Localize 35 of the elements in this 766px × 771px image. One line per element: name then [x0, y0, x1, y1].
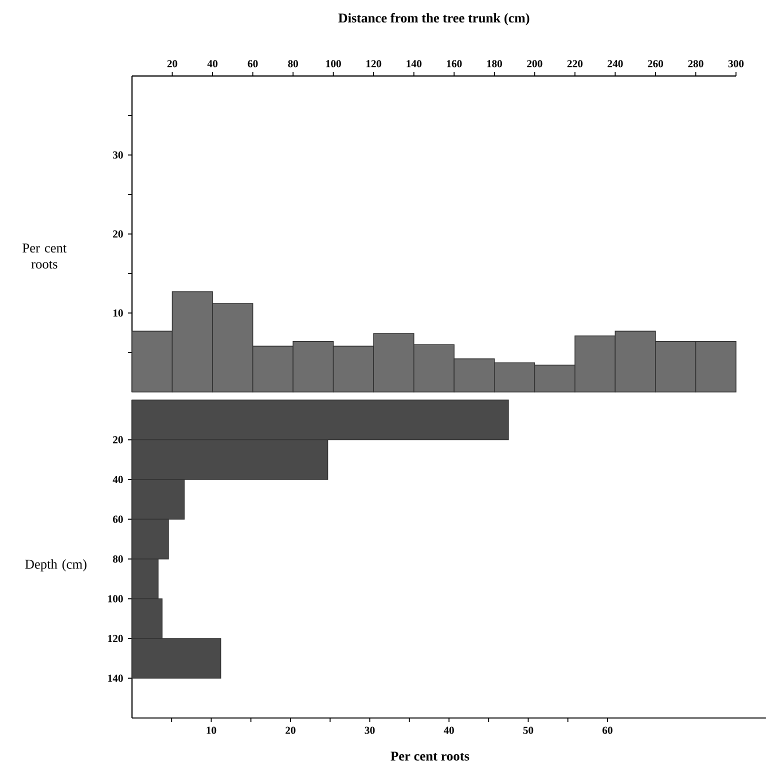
- y-tick-label: 120: [108, 634, 123, 642]
- x-tick-label: 20: [286, 726, 296, 734]
- y-tick-label: 10: [113, 309, 123, 317]
- y-tick-label: 100: [108, 595, 123, 602]
- x-tick-label: 180: [487, 60, 502, 68]
- x-tick-label: 260: [648, 60, 664, 68]
- x-tick-label: 220: [567, 60, 583, 68]
- y-axis-title: Depth (cm): [25, 559, 86, 572]
- x-tick-label: 160: [446, 60, 462, 68]
- y-axis-title: Per cent roots: [22, 244, 67, 269]
- x-tick-label: 120: [366, 60, 382, 68]
- y-tick-label: 20: [113, 436, 123, 444]
- y-tick-label: 140: [108, 674, 123, 682]
- x-tick-label: 20: [167, 60, 178, 68]
- x-tick-label: 140: [406, 60, 422, 68]
- x-tick-label: 60: [248, 60, 258, 68]
- y-tick-label: 80: [112, 555, 123, 563]
- x-tick-label: 100: [326, 60, 341, 68]
- y-tick-label: 20: [113, 230, 123, 238]
- x-tick-label: 40: [444, 726, 454, 734]
- x-tick-label: 280: [688, 60, 704, 68]
- x-tick-label: 50: [523, 726, 534, 734]
- x-tick-label: 60: [602, 726, 612, 734]
- x-tick-label: 80: [288, 60, 298, 68]
- x-tick-label: 300: [728, 60, 744, 68]
- y-tick-label: 40: [112, 476, 123, 484]
- x-tick-label: 240: [608, 60, 623, 68]
- x-axis-title: Distance from the tree trunk (cm): [338, 13, 530, 26]
- y-tick-label: 60: [112, 516, 123, 523]
- x-tick-label: 40: [207, 60, 218, 68]
- x-tick-label: 200: [527, 60, 542, 68]
- y-tick-label: 30: [113, 151, 123, 159]
- x-tick-label: 10: [206, 726, 216, 734]
- x-tick-label: 30: [364, 726, 375, 734]
- x-axis-title: Per cent roots: [390, 752, 470, 761]
